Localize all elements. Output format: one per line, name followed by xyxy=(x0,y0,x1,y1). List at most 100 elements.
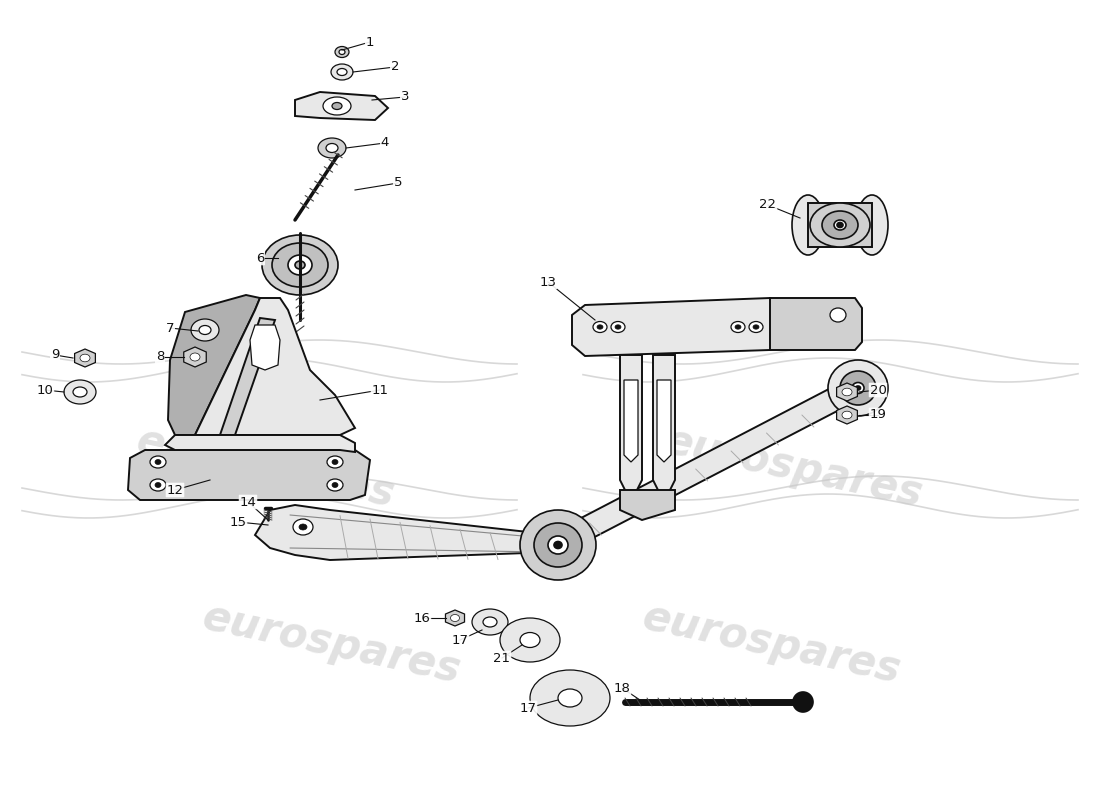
Polygon shape xyxy=(195,298,355,435)
Ellipse shape xyxy=(530,670,610,726)
Text: 17: 17 xyxy=(451,634,469,646)
Ellipse shape xyxy=(735,325,741,330)
Text: 3: 3 xyxy=(400,90,409,103)
Ellipse shape xyxy=(326,143,338,153)
Text: 7: 7 xyxy=(166,322,174,334)
Polygon shape xyxy=(653,355,675,492)
Ellipse shape xyxy=(331,64,353,80)
Ellipse shape xyxy=(327,456,343,468)
Ellipse shape xyxy=(80,354,90,362)
Ellipse shape xyxy=(293,519,314,535)
Polygon shape xyxy=(572,298,785,356)
Ellipse shape xyxy=(828,360,888,416)
Ellipse shape xyxy=(856,386,860,390)
Bar xyxy=(808,203,872,247)
Text: eurospares: eurospares xyxy=(132,420,398,516)
Text: 12: 12 xyxy=(166,483,184,497)
Text: 5: 5 xyxy=(394,177,403,190)
Ellipse shape xyxy=(295,261,305,269)
Polygon shape xyxy=(75,349,96,367)
Ellipse shape xyxy=(615,325,622,330)
Ellipse shape xyxy=(792,195,824,255)
Text: 15: 15 xyxy=(230,515,246,529)
Ellipse shape xyxy=(150,456,166,468)
Polygon shape xyxy=(168,295,260,435)
Ellipse shape xyxy=(830,308,846,322)
Text: 16: 16 xyxy=(414,611,430,625)
Ellipse shape xyxy=(190,353,200,361)
Ellipse shape xyxy=(840,371,876,405)
Ellipse shape xyxy=(155,459,161,465)
Text: eurospares: eurospares xyxy=(660,420,926,516)
Ellipse shape xyxy=(299,524,307,530)
Text: 10: 10 xyxy=(36,383,54,397)
Ellipse shape xyxy=(593,322,607,333)
Ellipse shape xyxy=(73,387,87,397)
Ellipse shape xyxy=(732,322,745,333)
Ellipse shape xyxy=(837,222,843,227)
Ellipse shape xyxy=(337,69,346,75)
Ellipse shape xyxy=(548,536,568,554)
Text: 6: 6 xyxy=(256,251,264,265)
Ellipse shape xyxy=(336,46,349,58)
Text: 21: 21 xyxy=(494,651,510,665)
Polygon shape xyxy=(657,380,671,462)
Ellipse shape xyxy=(500,618,560,662)
Ellipse shape xyxy=(332,459,338,465)
Ellipse shape xyxy=(155,482,161,487)
Ellipse shape xyxy=(483,617,497,627)
Polygon shape xyxy=(255,505,558,560)
Polygon shape xyxy=(620,355,642,492)
Polygon shape xyxy=(446,610,464,626)
Polygon shape xyxy=(184,347,207,367)
Ellipse shape xyxy=(339,50,345,54)
Text: 11: 11 xyxy=(372,383,388,397)
Ellipse shape xyxy=(262,235,338,295)
Text: 20: 20 xyxy=(870,383,887,397)
Ellipse shape xyxy=(199,326,211,334)
Polygon shape xyxy=(220,318,275,435)
Polygon shape xyxy=(624,380,638,462)
Text: 19: 19 xyxy=(870,409,887,422)
Text: 17: 17 xyxy=(519,702,537,714)
Ellipse shape xyxy=(597,325,603,330)
Ellipse shape xyxy=(323,97,351,115)
Ellipse shape xyxy=(554,542,562,549)
Ellipse shape xyxy=(272,243,328,287)
Text: 13: 13 xyxy=(539,275,557,289)
Text: 8: 8 xyxy=(156,350,164,363)
Ellipse shape xyxy=(288,255,312,275)
Polygon shape xyxy=(837,406,857,424)
Ellipse shape xyxy=(856,195,888,255)
Text: eurospares: eurospares xyxy=(198,596,464,692)
Ellipse shape xyxy=(822,211,858,239)
Text: 4: 4 xyxy=(381,137,389,150)
Ellipse shape xyxy=(520,633,540,647)
Text: 22: 22 xyxy=(759,198,777,211)
Polygon shape xyxy=(165,435,355,452)
Ellipse shape xyxy=(834,220,846,230)
Polygon shape xyxy=(837,383,857,401)
Ellipse shape xyxy=(191,319,219,341)
Ellipse shape xyxy=(852,382,864,394)
Ellipse shape xyxy=(749,322,763,333)
Ellipse shape xyxy=(472,609,508,635)
Ellipse shape xyxy=(810,203,870,247)
Ellipse shape xyxy=(558,689,582,707)
Text: 1: 1 xyxy=(365,35,374,49)
Polygon shape xyxy=(295,92,388,120)
Ellipse shape xyxy=(842,388,852,396)
Ellipse shape xyxy=(793,692,813,712)
Polygon shape xyxy=(250,325,280,370)
Ellipse shape xyxy=(534,523,582,567)
Ellipse shape xyxy=(150,479,166,491)
Ellipse shape xyxy=(332,102,342,110)
Text: eurospares: eurospares xyxy=(638,596,904,692)
Text: 9: 9 xyxy=(51,349,59,362)
Polygon shape xyxy=(558,378,868,555)
Text: 18: 18 xyxy=(614,682,630,694)
Ellipse shape xyxy=(754,325,759,330)
Ellipse shape xyxy=(318,138,346,158)
Ellipse shape xyxy=(64,380,96,404)
Ellipse shape xyxy=(520,510,596,580)
